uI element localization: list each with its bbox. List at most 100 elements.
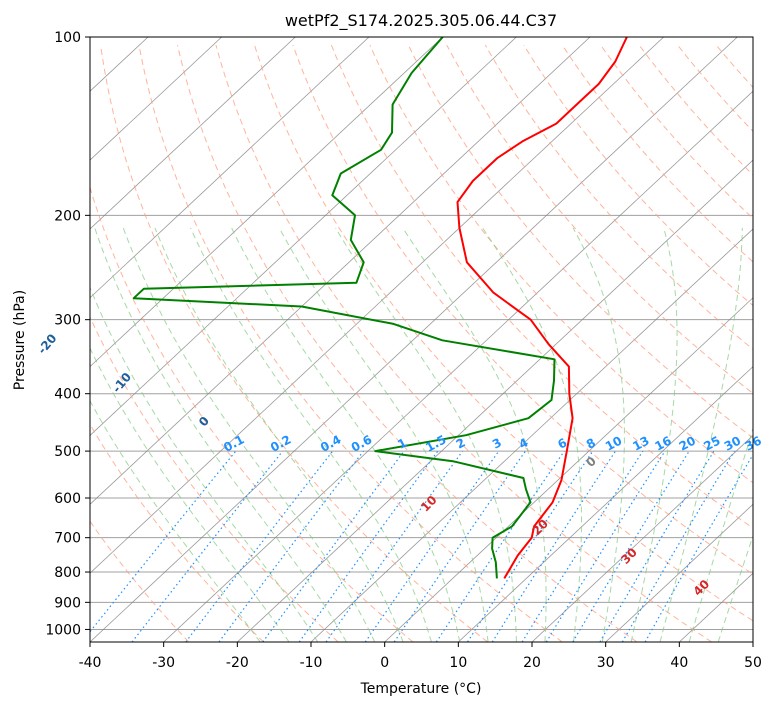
mixing-ratio-label: 30 xyxy=(722,433,743,453)
isotherm-line xyxy=(90,37,443,368)
mixing-ratio-line xyxy=(90,450,237,633)
moist-adiabat-line xyxy=(335,227,517,642)
moist-adiabat-line xyxy=(402,227,547,642)
dry-adiabat-line xyxy=(755,45,775,642)
isotherm-line xyxy=(90,37,222,161)
mixing-ratio-label: 10 xyxy=(603,433,624,453)
dry-adiabat-line xyxy=(138,45,563,642)
y-axis-label: Pressure (hPa) xyxy=(12,290,28,390)
y-tick-label: 400 xyxy=(54,387,81,403)
moist-adiabat-line xyxy=(572,227,625,642)
moist-adiabat-line xyxy=(659,227,743,642)
mixing-ratio-label: 16 xyxy=(652,433,673,453)
dry-adiabat-line xyxy=(90,315,339,642)
dry-adiabat-line xyxy=(215,44,712,642)
isotherm-line xyxy=(237,159,753,642)
moist-adiabat-line xyxy=(90,399,261,642)
mixing-ratio-line xyxy=(185,450,334,642)
isotherm-line xyxy=(90,37,591,505)
mixing-ratio-label: 13 xyxy=(630,433,651,453)
isotherm-line xyxy=(163,90,753,642)
isotherm-line xyxy=(90,37,296,230)
isotherm-line xyxy=(458,366,753,642)
y-tick-label: 600 xyxy=(54,491,81,507)
dry-adiabat-line xyxy=(90,520,190,642)
dry-adiabat-line xyxy=(292,44,753,575)
isotherm-line xyxy=(0,37,1,642)
y-tick-label: 1000 xyxy=(45,622,81,638)
dry-adiabat-line xyxy=(330,44,753,529)
moist-adiabat-line xyxy=(94,227,347,642)
dry-adiabat-line xyxy=(600,44,753,219)
dry-adiabat-line xyxy=(484,44,753,350)
mixing-ratio-line xyxy=(521,450,644,642)
mixing-ratio-label: 25 xyxy=(701,433,722,453)
x-tick-label: 30 xyxy=(597,655,615,671)
mixing-ratio-label: 20 xyxy=(677,433,698,453)
isotherm-line xyxy=(90,37,738,642)
y-tick-label: 200 xyxy=(54,208,81,224)
mixing-ratio-line xyxy=(364,450,500,642)
y-tick-label: 100 xyxy=(54,30,81,46)
x-tick-label: -40 xyxy=(79,655,102,671)
moist-adiabat-line xyxy=(231,227,461,642)
isotherm-line xyxy=(90,37,664,574)
dry-adiabat-label: -20 xyxy=(35,331,60,357)
dewpoint-profile-line xyxy=(132,37,556,579)
mixing-ratio-line xyxy=(218,450,364,642)
mixing-ratio-line xyxy=(325,450,464,642)
moist-adiabat-line xyxy=(90,286,319,642)
temperature-profile-line xyxy=(456,37,628,579)
y-tick-label: 700 xyxy=(54,531,81,547)
x-tick-label: -10 xyxy=(300,655,323,671)
mixing-ratio-line xyxy=(621,450,735,642)
mixing-ratio-line xyxy=(435,450,565,642)
moist-adiabat-line xyxy=(90,347,290,642)
dry-adiabat-line xyxy=(100,45,488,642)
plot-area xyxy=(90,37,753,642)
mixing-ratio-line xyxy=(545,450,666,642)
mixing-ratio-line xyxy=(131,450,284,642)
x-tick-label: -30 xyxy=(152,655,175,671)
x-tick-label: 40 xyxy=(670,655,688,671)
x-tick-label: 0 xyxy=(380,655,389,671)
moist-adiabat-line xyxy=(482,227,582,642)
isotherm-line xyxy=(605,503,753,642)
isotherm-line xyxy=(531,434,753,642)
mixing-ratio-line xyxy=(393,450,526,642)
background-lines xyxy=(0,37,775,642)
y-tick-label: 300 xyxy=(54,313,81,329)
moist-adiabat-line xyxy=(122,227,376,642)
isotherm-line xyxy=(752,641,753,642)
y-tick-label: 800 xyxy=(54,565,81,581)
plot-frame xyxy=(89,36,754,643)
isotherm-line xyxy=(90,37,517,437)
chart-title: wetPf2_S174.2025.305.06.44.C37 xyxy=(285,11,557,31)
x-tick-label: 50 xyxy=(744,655,762,671)
dry-adiabat-line xyxy=(407,44,753,439)
mixing-ratio-line xyxy=(491,450,616,642)
moist-adiabat-line xyxy=(154,227,404,642)
y-axis: 100 200 300 400 500 600 700 800 900 1000 xyxy=(45,30,90,638)
x-tick-label: -20 xyxy=(226,655,249,671)
isotherm-line xyxy=(90,37,370,299)
dry-adiabat-line xyxy=(369,44,753,484)
y-tick-label: 500 xyxy=(54,444,81,460)
dry-adiabat-line xyxy=(90,185,414,642)
mixing-ratio-line xyxy=(466,450,594,642)
x-axis: -40 -30 -20 -10 0 10 20 30 40 50 xyxy=(79,642,762,671)
x-tick-label: 10 xyxy=(449,655,467,671)
mixing-ratio-line xyxy=(572,450,690,642)
x-axis-label: Temperature (°C) xyxy=(360,681,482,697)
x-tick-label: 20 xyxy=(523,655,541,671)
y-tick-label: 900 xyxy=(54,595,81,611)
moist-adiabat-line xyxy=(630,227,678,642)
moist-adiabat-line xyxy=(278,227,489,642)
dry-adiabat-line xyxy=(561,44,753,263)
dry-adiabat-line xyxy=(254,44,753,622)
mixing-ratio-line xyxy=(599,450,715,642)
profile-lines xyxy=(132,37,628,579)
moist-adiabat-line xyxy=(190,227,432,642)
dry-adiabat-line xyxy=(90,423,264,642)
